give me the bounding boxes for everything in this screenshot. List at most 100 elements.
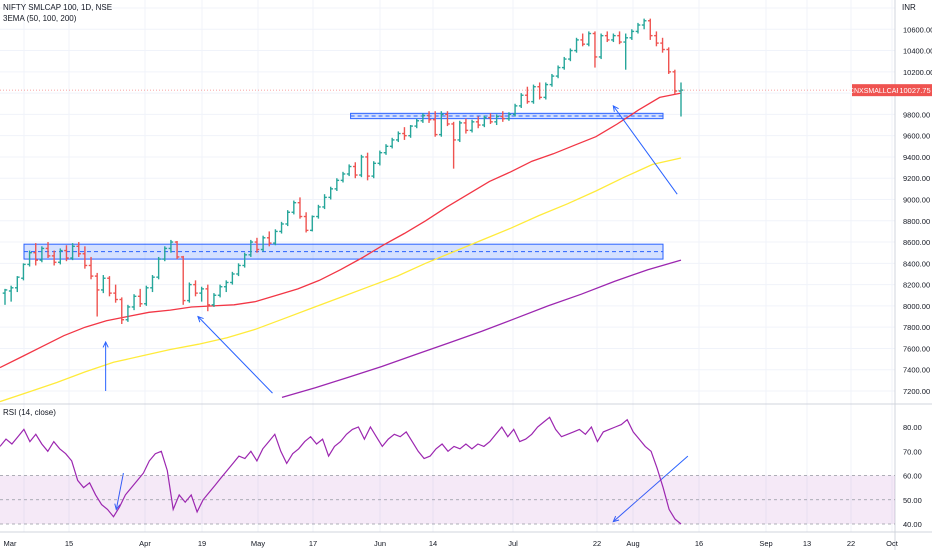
ohlc-bar [359,154,364,178]
ohlc-bar [647,18,653,40]
time-axis-tick-label: 14 [429,539,437,548]
ohlc-bar [291,200,297,215]
ohlc-bar [654,31,659,47]
time-axis-tick-label: Jul [508,539,518,548]
ohlc-bar [469,119,475,133]
trend-arrows [102,104,689,523]
ohlc-bar [328,186,334,200]
time-axis-tick-label: Jun [374,539,386,548]
ohlc-bar [568,48,573,62]
ohlc-bar [236,263,241,277]
trend-arrow [102,340,109,391]
ohlc-bar [463,118,469,134]
ohlc-bar [187,282,192,303]
ohlc-bars [2,18,684,324]
trend-arrow [612,455,689,523]
chart-title: NIFTY SMLCAP 100, 1D, NSE [3,3,113,12]
ohlc-bar [27,250,32,267]
support-zone [23,243,664,260]
ohlc-bar [420,113,426,123]
time-axis-tick-label: May [251,539,265,548]
rsi-axis-tick-label: 70.00 [903,447,922,456]
ohlc-bar [580,33,585,47]
time-axis-tick-label: Apr [139,539,151,548]
ohlc-bar [623,33,628,70]
ohlc-bar [555,65,561,79]
ohlc-bar [8,285,14,302]
ohlc-bar [101,275,106,294]
ohlc-bar [33,243,39,266]
ohlc-bar [574,37,579,53]
trend-arrow-shaft [197,316,273,394]
ohlc-bar [586,31,592,47]
ohlc-bar [340,171,346,183]
trend-arrow-shaft [612,105,678,195]
trend-arrow-shaft [115,472,124,510]
trend-arrow [612,104,678,195]
ohlc-bar [457,120,463,143]
ohlc-bar [365,152,370,181]
ohlc-bar [260,235,266,252]
price-axis[interactable]: 10600.00 10400.00 10200.00 9800.00 9600.00 94… [903,25,932,529]
ohlc-bar [549,73,555,87]
ohlc-bar [137,288,143,307]
time-axis-tick-label: 13 [803,539,811,548]
ohlc-bar [666,47,672,74]
ohlc-bar [334,178,340,191]
ohlc-bar [193,280,198,297]
ohlc-bar [279,221,284,234]
ohlc-bar [352,162,358,179]
last-price-value: 10027.75 [899,86,930,95]
ohlc-bar [482,115,487,128]
ohlc-bar [230,271,235,285]
ohlc-bar [598,33,604,60]
ohlc-bar [45,242,51,259]
ohlc-bar [2,288,8,305]
ohlc-bar [21,263,26,281]
ohlc-bar [512,103,518,117]
ohlc-bar [346,164,352,177]
ohlc-bar [70,243,75,261]
ohlc-bar [199,286,204,302]
ohlc-bar [445,111,450,127]
ohlc-bar [273,229,278,246]
ohlc-bar [592,31,598,68]
ohlc-bar [113,284,118,303]
ohlc-bar [426,111,432,123]
ohlc-bar [377,150,383,166]
ohlc-bar [371,161,377,179]
time-axis-tick-label: 15 [65,539,73,548]
price-axis-tick-label: 8600.00 [903,238,930,247]
rsi-pane [0,416,895,525]
ohlc-bar [537,82,542,100]
price-axis-tick-label: 8200.00 [903,281,930,290]
price-axis-tick-label: 7200.00 [903,387,930,396]
time-axis-tick-label: Oct [886,539,899,548]
ohlc-bar [475,116,481,129]
last-price-symbol: CNXSMALLCAP [849,88,901,95]
ohlc-bar [88,256,94,280]
ema200-line [281,259,682,399]
ohlc-bar [543,82,549,100]
price-axis-tick-label: 7400.00 [903,366,930,375]
ohlc-bar [64,245,69,262]
rsi-line [0,416,682,525]
ohlc-bar [451,121,456,169]
ohlc-bar [297,197,303,219]
ohlc-bar [414,118,420,129]
time-axis-tick-label: 16 [695,539,703,548]
ohlc-bar [518,93,524,109]
ohlc-bar [242,252,247,268]
ohlc-bar [322,194,327,210]
time-axis-tick-label: Mar [4,539,17,548]
trend-arrow-head [197,315,204,323]
ohlc-bar [488,113,493,124]
ohlc-bar [131,294,137,311]
ohlc-bar [611,33,616,43]
ohlc-bar [150,275,155,293]
ohlc-bar [316,204,321,219]
ohlc-bar [389,137,395,149]
time-axis[interactable]: Mar 15 Apr 19 May 17 Jun 14 Jul 22 Aug 16 Sep 13 22 Oct [4,539,899,548]
ohlc-bar [125,304,131,322]
